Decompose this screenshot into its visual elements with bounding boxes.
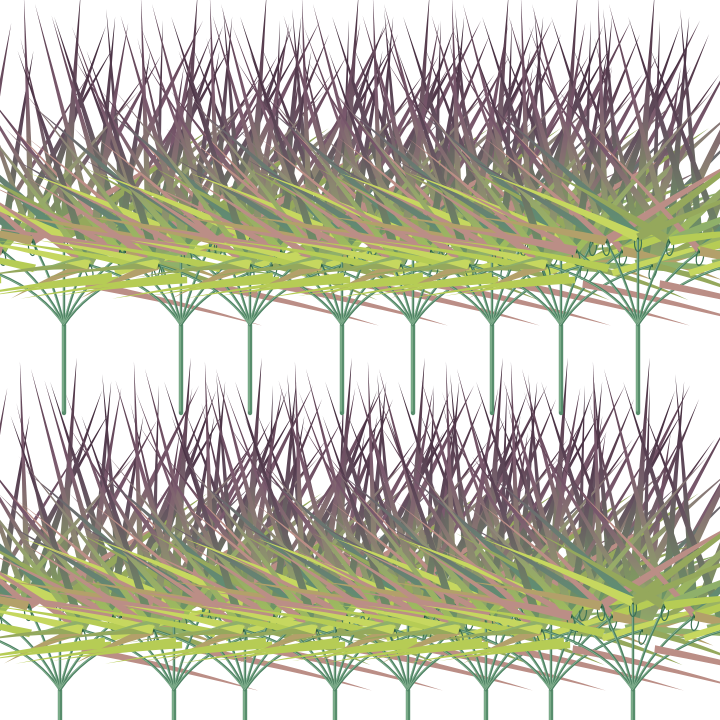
top-row [0, 0, 720, 413]
bottom-row [0, 358, 720, 720]
